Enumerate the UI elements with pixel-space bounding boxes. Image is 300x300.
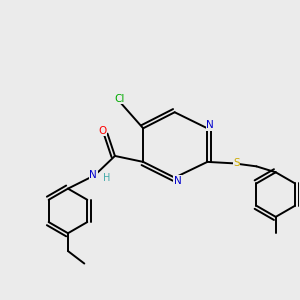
- Text: N: N: [174, 176, 182, 186]
- Text: O: O: [98, 126, 106, 136]
- Text: S: S: [233, 158, 240, 168]
- Text: N: N: [89, 170, 97, 180]
- Text: N: N: [206, 120, 214, 130]
- Text: H: H: [103, 172, 110, 183]
- Text: Cl: Cl: [114, 94, 124, 103]
